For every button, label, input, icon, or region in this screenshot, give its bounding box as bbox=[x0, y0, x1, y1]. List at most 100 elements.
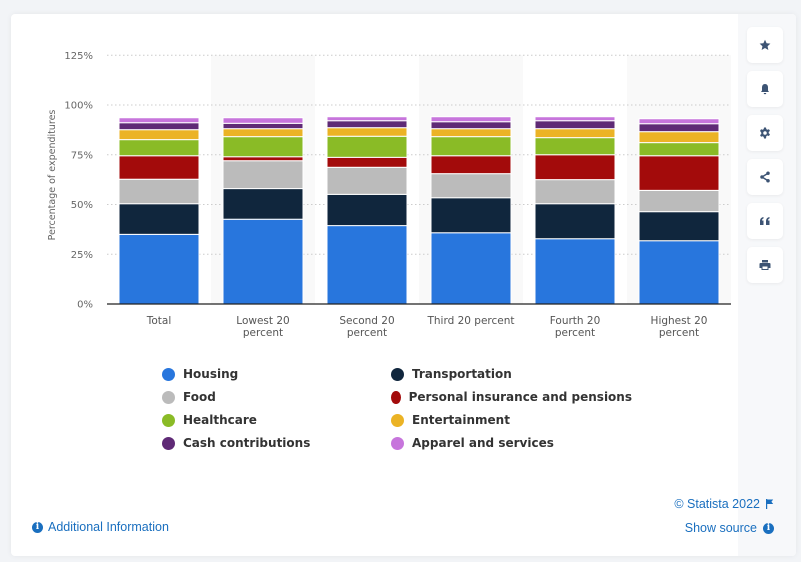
bar-segment[interactable] bbox=[326, 135, 408, 158]
x-tick-label: Lowest 20 bbox=[236, 315, 289, 327]
y-tick-label: 0% bbox=[77, 300, 93, 311]
bar-segment[interactable] bbox=[430, 173, 512, 199]
copyright[interactable]: © Statista 2022 bbox=[674, 497, 774, 511]
bar-segment[interactable] bbox=[222, 218, 304, 305]
bar-segment[interactable] bbox=[222, 122, 304, 130]
cite-button[interactable] bbox=[747, 203, 783, 239]
legend-label: Food bbox=[183, 390, 216, 404]
y-tick-label: 125% bbox=[64, 51, 93, 62]
show-source-link[interactable]: Show source i bbox=[685, 521, 774, 535]
print-button[interactable] bbox=[747, 247, 783, 283]
bar-segment[interactable] bbox=[118, 178, 200, 205]
bar-segment[interactable] bbox=[638, 142, 720, 157]
y-tick-label: 75% bbox=[71, 150, 93, 161]
show-source-label: Show source bbox=[684, 521, 757, 535]
y-axis-label: Percentage of expenditures bbox=[47, 110, 58, 241]
bar-stack bbox=[638, 118, 720, 305]
bar-segment[interactable] bbox=[326, 225, 408, 305]
bar-segment[interactable] bbox=[638, 131, 720, 144]
bar-segment[interactable] bbox=[430, 121, 512, 130]
bar-segment[interactable] bbox=[222, 188, 304, 220]
legend-item[interactable]: Personal insurance and pensions bbox=[391, 389, 632, 405]
bar-stack bbox=[534, 116, 616, 305]
info-icon: i bbox=[763, 522, 774, 534]
bar-segment[interactable] bbox=[326, 166, 408, 195]
legend-label: Transportation bbox=[412, 367, 512, 381]
share-button[interactable] bbox=[747, 159, 783, 195]
x-tick-label: Total bbox=[146, 315, 172, 327]
legend-label: Apparel and services bbox=[412, 436, 554, 450]
legend-dot-icon bbox=[391, 367, 404, 381]
legend-dot-icon bbox=[162, 413, 175, 427]
bar-segment[interactable] bbox=[534, 128, 616, 139]
legend-item[interactable]: Food bbox=[162, 389, 391, 405]
legend-dot-icon bbox=[391, 413, 404, 427]
bar-segment[interactable] bbox=[222, 156, 304, 162]
legend-dot-icon bbox=[162, 390, 175, 404]
flag-icon[interactable] bbox=[766, 499, 774, 509]
legend-item[interactable]: Cash contributions bbox=[162, 435, 391, 451]
additional-information-link[interactable]: i Additional Information bbox=[32, 520, 169, 534]
x-tick-label: Third 20 percent bbox=[426, 315, 514, 327]
bell-icon bbox=[761, 84, 769, 95]
bar-segment[interactable] bbox=[326, 127, 408, 137]
bar-segment[interactable] bbox=[118, 139, 200, 157]
bar-segment[interactable] bbox=[326, 116, 408, 122]
bar-segment[interactable] bbox=[118, 203, 200, 235]
legend-item[interactable]: Housing bbox=[162, 366, 391, 382]
bar-segment[interactable] bbox=[118, 129, 200, 141]
bar-segment[interactable] bbox=[534, 120, 616, 130]
bar-segment[interactable] bbox=[638, 189, 720, 213]
bar-segment[interactable] bbox=[638, 211, 720, 242]
notification-button[interactable] bbox=[747, 71, 783, 107]
bar-segment[interactable] bbox=[638, 118, 720, 125]
legend-item[interactable]: Entertainment bbox=[391, 412, 632, 428]
bar-segment[interactable] bbox=[638, 155, 720, 191]
bar-segment[interactable] bbox=[638, 240, 720, 305]
bar-segment[interactable] bbox=[430, 128, 512, 138]
bar-segment[interactable] bbox=[638, 123, 720, 133]
bar-segment[interactable] bbox=[430, 197, 512, 234]
info-icon: i bbox=[32, 521, 43, 533]
bar-segment[interactable] bbox=[118, 233, 200, 305]
bar-segment[interactable] bbox=[534, 116, 616, 122]
bar-segment[interactable] bbox=[118, 117, 200, 124]
y-tick-label: 100% bbox=[64, 101, 93, 112]
legend-item[interactable]: Apparel and services bbox=[391, 435, 632, 451]
x-tick-label: Highest 20 bbox=[651, 315, 708, 327]
legend-item[interactable]: Transportation bbox=[391, 366, 632, 382]
bar-stack bbox=[430, 116, 512, 305]
x-tick-label: percent bbox=[659, 327, 699, 339]
legend-label: Housing bbox=[183, 367, 239, 381]
legend-label: Healthcare bbox=[183, 413, 257, 427]
bar-segment[interactable] bbox=[326, 120, 408, 129]
bar-segment[interactable] bbox=[222, 128, 304, 138]
settings-button[interactable] bbox=[747, 115, 783, 151]
bar-segment[interactable] bbox=[430, 116, 512, 123]
bar-segment[interactable] bbox=[118, 122, 200, 131]
bar-segment[interactable] bbox=[534, 238, 616, 305]
legend-dot-icon bbox=[162, 367, 175, 381]
x-tick-label: percent bbox=[243, 327, 283, 339]
y-tick-label: 25% bbox=[71, 250, 93, 261]
bar-segment[interactable] bbox=[222, 117, 304, 124]
bar-segment[interactable] bbox=[534, 203, 616, 240]
bar-segment[interactable] bbox=[222, 160, 304, 190]
bar-segment[interactable] bbox=[326, 193, 408, 227]
bar-segment[interactable] bbox=[534, 154, 616, 181]
share-icon bbox=[760, 171, 770, 183]
legend-dot-icon bbox=[391, 390, 401, 404]
bar-segment[interactable] bbox=[430, 155, 512, 175]
gear-icon bbox=[760, 127, 770, 139]
bar-segment[interactable] bbox=[222, 136, 304, 158]
bar-segment[interactable] bbox=[430, 232, 512, 305]
bar-segment[interactable] bbox=[534, 137, 616, 156]
bar-segment[interactable] bbox=[534, 179, 616, 205]
bar-segment[interactable] bbox=[326, 156, 408, 168]
bar-segment[interactable] bbox=[118, 155, 200, 180]
favorite-button[interactable] bbox=[747, 27, 783, 63]
bar-segment[interactable] bbox=[430, 136, 512, 157]
legend-item[interactable]: Healthcare bbox=[162, 412, 391, 428]
x-tick-label: percent bbox=[555, 327, 595, 339]
